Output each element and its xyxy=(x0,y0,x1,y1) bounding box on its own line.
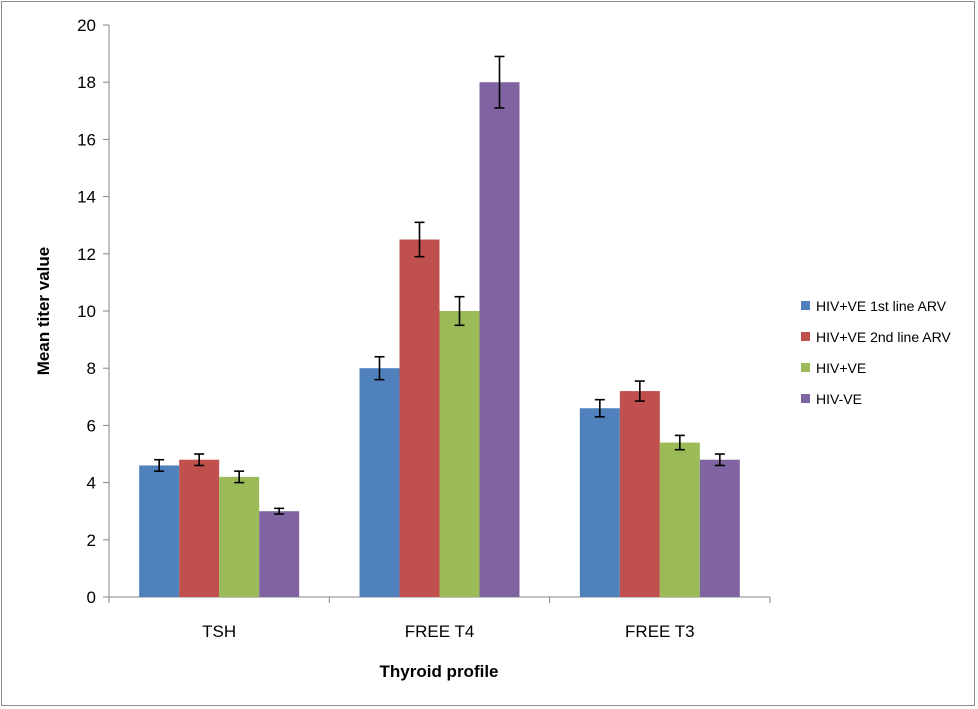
legend-label: HIV+VE xyxy=(816,360,866,376)
x-ticks xyxy=(108,597,771,603)
bar-hiv-ve-free-t4 xyxy=(439,311,480,597)
y-tick-label: 14 xyxy=(77,188,96,207)
error-bar xyxy=(454,295,465,327)
error-bar xyxy=(374,355,385,381)
y-tick-label: 10 xyxy=(77,302,96,321)
y-tick-label: 16 xyxy=(77,130,96,149)
y-tick-label: 0 xyxy=(87,588,96,607)
bar-hiv-ve-free-t3 xyxy=(659,442,700,597)
error-bar xyxy=(194,453,205,467)
error-bars xyxy=(154,55,725,515)
bar-hiv-ve-1st-line-arv-tsh xyxy=(139,465,180,597)
x-axis-title: Thyroid profile xyxy=(380,662,499,681)
y-tick-label: 4 xyxy=(87,474,96,493)
error-bar xyxy=(634,380,645,402)
error-bar xyxy=(414,221,425,258)
bars xyxy=(139,82,740,597)
bar-hiv-ve-1st-line-arv-free-t4 xyxy=(359,368,400,597)
legend-swatch xyxy=(801,301,810,310)
y-tick-label: 2 xyxy=(87,531,96,550)
category-labels: TSH FREE T4 FREE T3 xyxy=(202,622,694,641)
legend-label: HIV+VE 2nd line ARV xyxy=(816,329,951,345)
error-bar xyxy=(494,55,505,109)
legend-swatch xyxy=(801,394,810,403)
legend-item: HIV+VE 2nd line ARV xyxy=(801,329,951,345)
bar-hiv-ve-2nd-line-arv-free-t4 xyxy=(399,239,440,597)
y-tick-label: 8 xyxy=(87,359,96,378)
legend: HIV+VE 1st line ARV HIV+VE 2nd line ARV HI… xyxy=(801,298,951,407)
error-bar xyxy=(714,453,725,467)
legend-item: HIV+VE xyxy=(801,360,866,376)
error-bar xyxy=(154,458,165,472)
error-bar xyxy=(274,507,285,515)
error-bar xyxy=(594,398,605,418)
legend-item: HIV+VE 1st line ARV xyxy=(801,298,947,314)
y-tick-label: 18 xyxy=(77,73,96,92)
error-bar xyxy=(234,470,245,484)
legend-swatch xyxy=(801,332,810,341)
y-ticks: 0 2 4 6 8 10 12 14 16 18 20 xyxy=(77,16,109,607)
bar-hiv-ve-tsh xyxy=(259,511,300,597)
x-tick-label: TSH xyxy=(202,622,236,641)
y-axis-title: Mean titer value xyxy=(34,247,53,376)
bar-hiv-ve-1st-line-arv-free-t3 xyxy=(579,408,620,597)
bar-hiv-ve-tsh xyxy=(219,476,260,597)
x-tick-label: FREE T3 xyxy=(625,622,695,641)
bar-hiv-ve-2nd-line-arv-tsh xyxy=(179,459,220,597)
y-tick-label: 12 xyxy=(77,245,96,264)
bar-hiv-ve-free-t3 xyxy=(699,459,740,597)
legend-label: HIV+VE 1st line ARV xyxy=(816,298,947,314)
bar-hiv-ve-free-t4 xyxy=(479,82,520,597)
error-bar xyxy=(674,434,685,451)
bar-hiv-ve-2nd-line-arv-free-t3 xyxy=(619,391,660,597)
legend-item: HIV-VE xyxy=(801,391,862,407)
x-tick-label: FREE T4 xyxy=(405,622,475,641)
y-tick-label: 20 xyxy=(77,16,96,35)
legend-swatch xyxy=(801,363,810,372)
y-tick-label: 6 xyxy=(87,416,96,435)
legend-label: HIV-VE xyxy=(816,391,862,407)
